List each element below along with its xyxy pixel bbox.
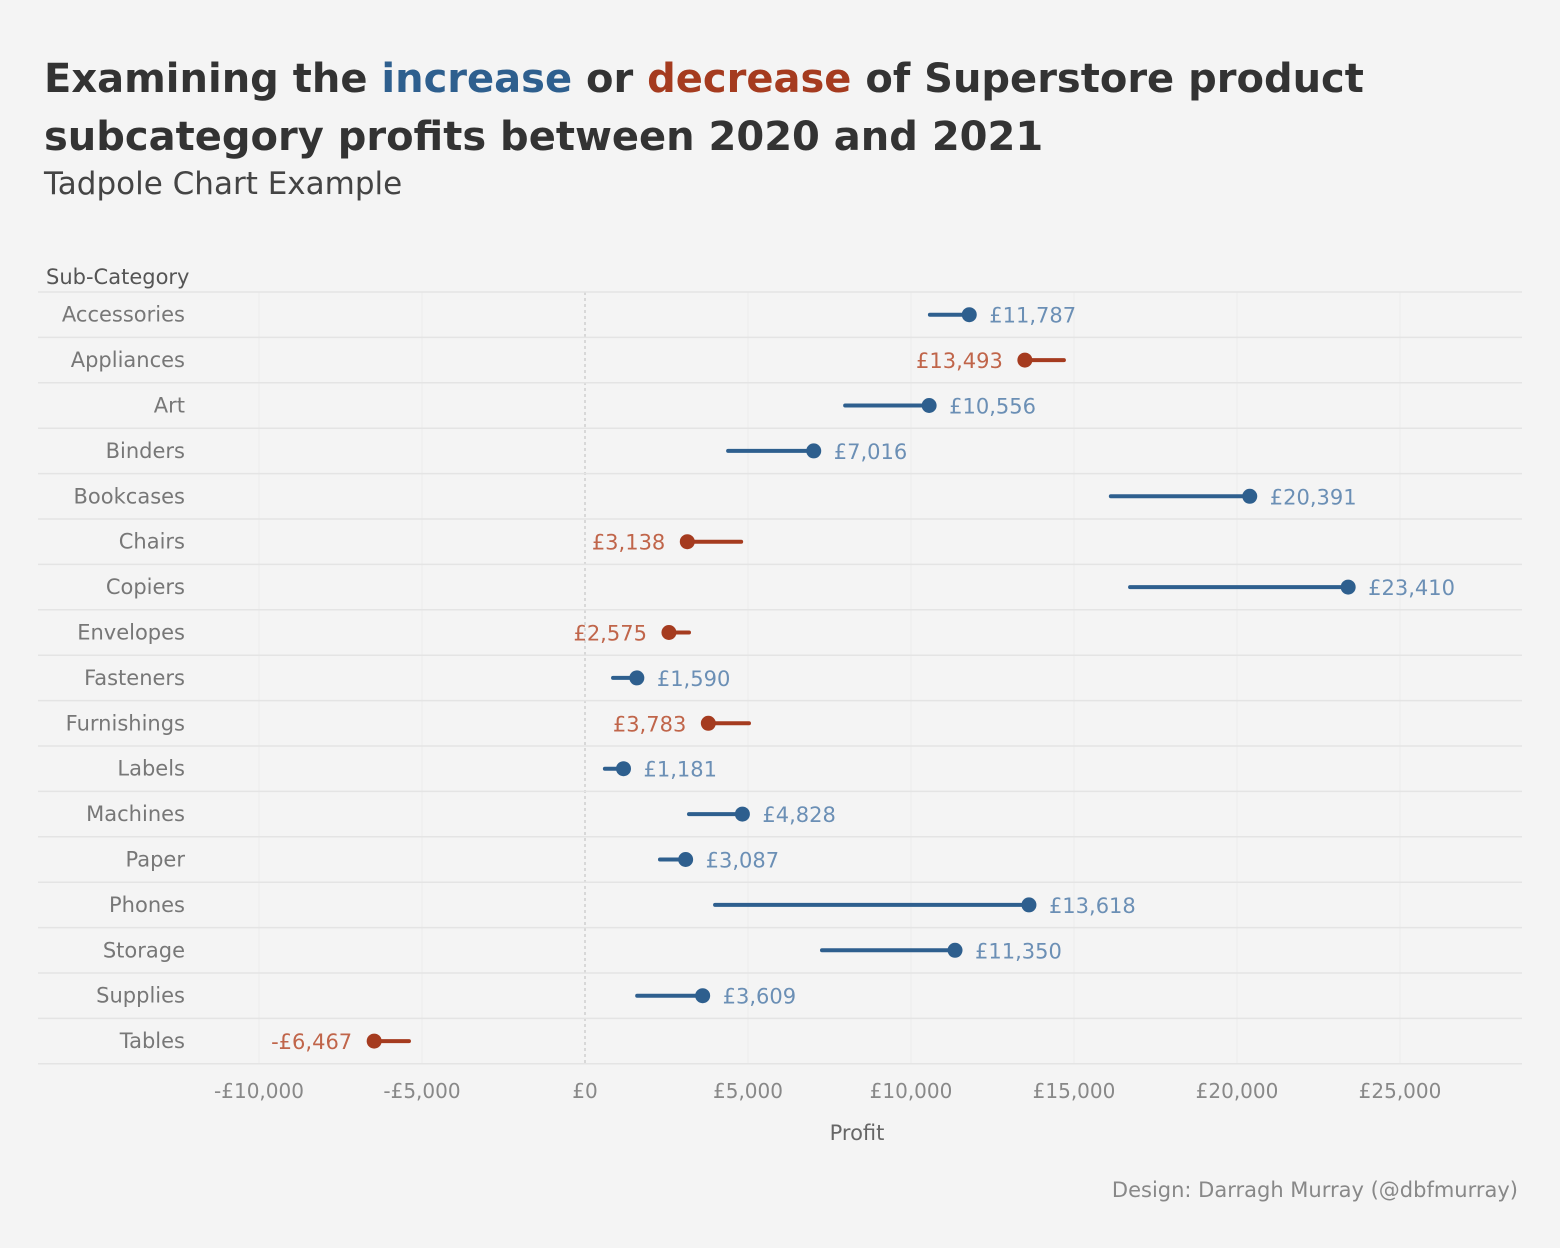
tadpole-head — [734, 806, 750, 822]
decrease-word: decrease — [647, 56, 852, 102]
data-label: £11,787 — [989, 304, 1076, 328]
data-label: £10,556 — [949, 395, 1036, 419]
x-tick-label: £15,000 — [1033, 1079, 1116, 1103]
category-label: Fasteners — [84, 666, 185, 690]
tadpole-head — [678, 852, 694, 867]
x-tick-label: £5,000 — [713, 1079, 783, 1103]
increase-word: increase — [381, 56, 573, 102]
tadpole-head — [1340, 579, 1356, 595]
data-label: £1,590 — [657, 667, 730, 691]
tadpole-head — [1021, 897, 1037, 913]
data-label: £13,493 — [916, 349, 1003, 373]
data-label: £3,087 — [706, 849, 779, 873]
tadpole-head — [700, 715, 716, 731]
tadpole-head — [679, 534, 695, 550]
data-label: £3,609 — [723, 985, 796, 1009]
category-label: Furnishings — [66, 711, 185, 735]
credit: Design: Darragh Murray (@dbfmurray) — [1111, 1178, 1518, 1202]
x-tick-label: £10,000 — [870, 1079, 953, 1103]
tadpole-head — [961, 307, 977, 323]
category-label: Art — [154, 394, 185, 418]
category-label: Bookcases — [74, 484, 185, 508]
data-label: £4,828 — [762, 803, 835, 827]
category-label: Accessories — [62, 303, 185, 327]
x-tick-label: £0 — [572, 1079, 597, 1103]
tadpole-head — [806, 443, 822, 459]
category-label: Paper — [126, 848, 186, 872]
data-label: £2,575 — [573, 622, 646, 646]
category-label: Storage — [103, 938, 185, 962]
category-label: Appliances — [71, 348, 185, 372]
x-tick-label: £25,000 — [1359, 1079, 1442, 1103]
category-label: Supplies — [96, 984, 185, 1008]
x-tick-label: £20,000 — [1196, 1079, 1279, 1103]
category-label: Binders — [106, 439, 185, 463]
data-label: £13,618 — [1049, 894, 1136, 918]
tadpole-head — [921, 398, 937, 413]
tadpole-head — [366, 1033, 382, 1049]
row-header: Sub-Category — [46, 265, 189, 289]
data-label: £20,391 — [1270, 485, 1357, 509]
data-label: £23,410 — [1368, 576, 1455, 600]
x-tick-label: -£5,000 — [383, 1079, 460, 1103]
data-label: £11,350 — [975, 939, 1062, 963]
data-label: £3,783 — [613, 712, 686, 736]
tadpole-head — [661, 625, 677, 640]
x-tick-label: -£10,000 — [214, 1079, 304, 1103]
x-axis-title: Profit — [830, 1121, 885, 1145]
chart-title: Examining the increase or decrease of Su… — [44, 56, 1364, 160]
category-label: Machines — [86, 802, 185, 826]
data-label: £3,138 — [592, 531, 665, 555]
data-label: £7,016 — [834, 440, 907, 464]
chart-subtitle: Tadpole Chart Example — [44, 166, 403, 202]
tadpole-head — [947, 942, 963, 958]
data-label: -£6,467 — [271, 1030, 352, 1054]
tadpole-head — [1242, 488, 1258, 504]
tadpole-head — [616, 761, 632, 777]
category-label: Envelopes — [77, 621, 185, 645]
category-label: Copiers — [106, 575, 185, 599]
category-label: Tables — [119, 1029, 185, 1053]
category-label: Phones — [109, 893, 185, 917]
tadpole-head — [1017, 352, 1033, 368]
category-label: Labels — [117, 757, 185, 781]
tadpole-head — [695, 988, 711, 1004]
category-label: Chairs — [119, 530, 185, 554]
data-label: £1,181 — [644, 758, 717, 782]
tadpole-head — [629, 670, 645, 686]
